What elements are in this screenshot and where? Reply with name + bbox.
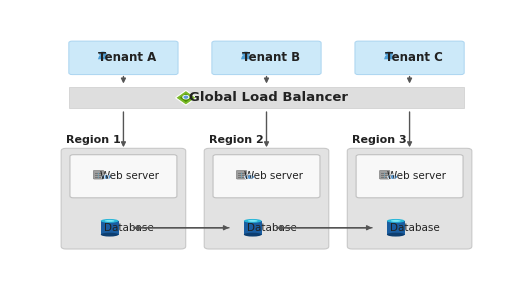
Text: Region 1: Region 1	[66, 135, 121, 145]
Bar	[238, 175, 245, 176]
Bar	[185, 97, 187, 99]
Ellipse shape	[101, 174, 111, 180]
Bar	[238, 177, 245, 178]
FancyBboxPatch shape	[61, 148, 186, 249]
Ellipse shape	[105, 220, 114, 222]
Polygon shape	[388, 56, 390, 57]
Bar	[69, 87, 464, 108]
Text: Region 2: Region 2	[209, 135, 264, 145]
Text: Web server: Web server	[386, 171, 446, 181]
FancyBboxPatch shape	[380, 170, 390, 179]
Text: Tenant B: Tenant B	[242, 51, 300, 64]
Text: Database: Database	[248, 223, 297, 233]
Text: Database: Database	[105, 223, 154, 233]
Text: Tenant C: Tenant C	[385, 51, 443, 64]
Ellipse shape	[101, 219, 119, 223]
Bar	[95, 173, 102, 174]
Polygon shape	[176, 90, 196, 105]
Bar	[244, 221, 262, 235]
Circle shape	[98, 175, 99, 176]
Circle shape	[241, 177, 242, 178]
Text: Region 3: Region 3	[352, 135, 407, 145]
Circle shape	[384, 173, 385, 174]
Bar	[381, 175, 388, 176]
FancyBboxPatch shape	[347, 148, 472, 249]
Ellipse shape	[244, 219, 262, 223]
FancyBboxPatch shape	[356, 155, 463, 198]
Ellipse shape	[391, 220, 400, 222]
Polygon shape	[102, 56, 104, 57]
Circle shape	[98, 177, 99, 178]
Circle shape	[384, 175, 385, 176]
Circle shape	[183, 96, 189, 99]
FancyBboxPatch shape	[69, 41, 178, 75]
Circle shape	[241, 175, 242, 176]
Ellipse shape	[387, 233, 405, 236]
FancyBboxPatch shape	[213, 155, 320, 198]
Ellipse shape	[388, 174, 397, 180]
Circle shape	[184, 96, 188, 98]
Circle shape	[386, 52, 392, 56]
Text: Web server: Web server	[100, 171, 160, 181]
Polygon shape	[245, 56, 247, 57]
Text: Global Load Balancer: Global Load Balancer	[189, 91, 348, 104]
Ellipse shape	[101, 233, 119, 236]
Polygon shape	[384, 56, 394, 59]
Bar	[95, 175, 102, 176]
Bar	[387, 221, 405, 235]
Circle shape	[241, 173, 242, 174]
Ellipse shape	[244, 233, 262, 236]
FancyBboxPatch shape	[204, 148, 329, 249]
Ellipse shape	[387, 219, 405, 223]
FancyBboxPatch shape	[70, 155, 177, 198]
Text: Tenant A: Tenant A	[98, 51, 157, 64]
Text: Database: Database	[391, 223, 440, 233]
FancyBboxPatch shape	[237, 170, 247, 179]
FancyBboxPatch shape	[212, 41, 321, 75]
Circle shape	[243, 52, 249, 56]
FancyBboxPatch shape	[93, 170, 103, 179]
Polygon shape	[98, 56, 108, 59]
Circle shape	[100, 52, 106, 56]
Ellipse shape	[248, 220, 257, 222]
Bar	[381, 177, 388, 178]
FancyBboxPatch shape	[355, 41, 464, 75]
Circle shape	[98, 173, 99, 174]
Bar	[101, 221, 119, 235]
Ellipse shape	[245, 174, 254, 180]
Bar	[95, 177, 102, 178]
Polygon shape	[241, 56, 251, 59]
Circle shape	[384, 177, 385, 178]
Bar	[381, 173, 388, 174]
Polygon shape	[180, 94, 192, 102]
Bar	[238, 173, 245, 174]
Text: Web server: Web server	[243, 171, 303, 181]
